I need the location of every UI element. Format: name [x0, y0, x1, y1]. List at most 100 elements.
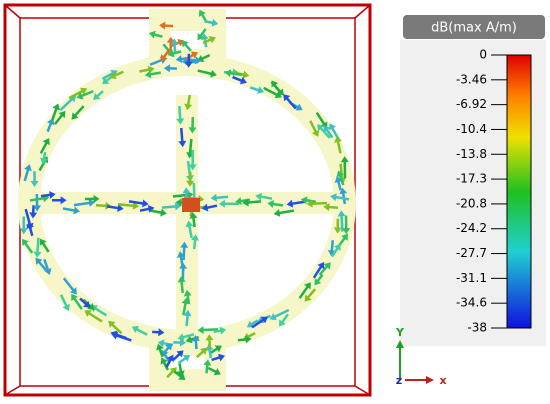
arrow-head	[148, 30, 156, 39]
arrow-shaft	[340, 214, 344, 232]
arrow-head	[132, 201, 140, 210]
arrow-shaft	[336, 139, 342, 154]
colorbar-title: dB(max A/m)	[431, 21, 517, 36]
box-edge	[354, 4, 371, 19]
arrow-head	[191, 335, 200, 342]
arrow-shaft	[246, 200, 262, 204]
arrow-head	[144, 70, 152, 79]
arrow-head	[333, 243, 341, 251]
current-arrows	[19, 9, 351, 380]
arrow-shaft	[68, 89, 85, 100]
arrow-head	[211, 18, 219, 27]
arrow-shaft	[79, 90, 94, 98]
arrow-head	[147, 205, 155, 213]
arrow-shaft	[330, 240, 335, 253]
arrow-head	[175, 198, 182, 207]
arrow-shaft	[290, 200, 306, 206]
arrow-head	[269, 313, 277, 321]
arrow-head	[42, 138, 50, 146]
arrow-shaft	[318, 126, 331, 139]
arrow-head	[333, 227, 342, 234]
x-arrowhead	[426, 376, 434, 384]
arrow-head	[160, 357, 168, 365]
arrow-head	[255, 192, 263, 201]
arrow-shaft	[214, 195, 229, 200]
colorbar-tick-label: -6.92	[456, 97, 487, 111]
arrow-head	[189, 212, 198, 219]
arrow-head	[29, 212, 38, 219]
arrow-shaft	[106, 205, 120, 210]
arrow-head	[198, 9, 206, 17]
arrow-head	[337, 210, 346, 217]
arrow-head	[201, 203, 209, 212]
arrow-shaft	[187, 224, 193, 239]
arrow-shaft	[73, 105, 85, 118]
arrow-shaft	[318, 264, 330, 276]
arrow-head	[218, 353, 225, 362]
arrow-shaft	[333, 195, 350, 201]
arrow-head	[93, 194, 100, 203]
arrow-head	[73, 206, 80, 215]
arrow-head	[109, 71, 117, 80]
arrow-head	[311, 129, 320, 137]
arrow-head	[185, 220, 194, 228]
arrow-head	[117, 204, 124, 212]
arrow-head	[183, 309, 192, 317]
arrow-head	[224, 69, 232, 78]
arrow-shaft	[309, 120, 318, 134]
arrow-head	[195, 56, 202, 65]
arrow-head	[43, 268, 52, 275]
arrow-head	[210, 69, 217, 78]
arrow-head	[62, 303, 70, 312]
arrow-head	[314, 278, 322, 286]
arrow-head	[208, 36, 216, 44]
arrow-head	[334, 136, 342, 143]
arrow-head	[306, 199, 313, 208]
colorbar-tick-label: -27.7	[456, 246, 487, 260]
arrow-head	[58, 110, 66, 119]
arrow-shaft	[23, 241, 34, 254]
arrow-head	[76, 92, 84, 100]
colorbar: dB(max A/m) 0 -3.46 -6.92 -10.4 -13.8 -17.3 -2…	[400, 15, 546, 346]
arrow-head	[108, 320, 116, 328]
arrow-head	[83, 300, 91, 308]
arrow-head	[30, 181, 39, 188]
arrow-shaft	[148, 71, 162, 76]
feed-point	[182, 198, 200, 212]
arrow-head	[276, 88, 284, 96]
arrow-head	[131, 325, 140, 333]
arrow-head	[80, 87, 88, 95]
arrow-head	[183, 289, 192, 297]
arrow-head	[242, 70, 250, 79]
arrow-head	[182, 355, 191, 362]
arrow-head	[182, 187, 191, 194]
arrow-head	[191, 234, 200, 241]
arrow-shaft	[312, 264, 324, 279]
y-axis-label: Y	[395, 326, 405, 339]
arrow-head	[166, 354, 174, 362]
arrow-shaft	[277, 209, 295, 215]
arrow-head	[341, 233, 349, 241]
arrow-shaft	[39, 140, 49, 154]
arrow-head	[197, 325, 204, 334]
x-axis-label: x	[439, 374, 446, 387]
arrow-head	[71, 293, 78, 302]
arrow-head	[88, 199, 96, 207]
axis-triad: Y z x	[395, 326, 447, 387]
arrow-head	[245, 335, 252, 344]
arrow-shaft	[315, 112, 327, 126]
arrow-shaft	[251, 317, 266, 329]
arrow-shaft	[29, 196, 46, 202]
arrow-head	[178, 140, 187, 148]
arrow-head	[283, 94, 291, 102]
arrow-shaft	[228, 71, 242, 77]
arrow-shaft	[263, 86, 279, 97]
arrow-head	[295, 103, 303, 111]
arrow-shaft	[43, 258, 50, 272]
arrow-head	[340, 156, 349, 163]
z-axis-label: z	[396, 374, 402, 387]
arrow-head	[159, 21, 166, 30]
arrow-shaft	[182, 245, 186, 261]
box-edge	[354, 385, 371, 396]
